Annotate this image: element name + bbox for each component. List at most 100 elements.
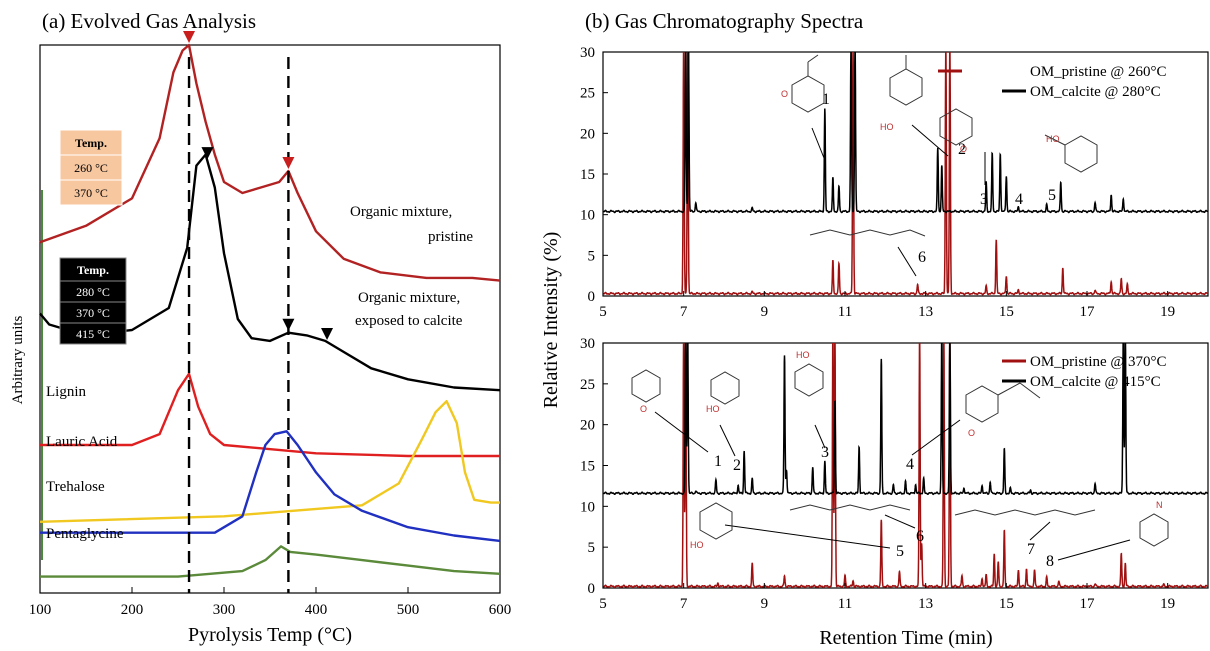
label-organic-calcite-2: exposed to calcite — [355, 313, 463, 329]
peak-label: 4 — [1015, 191, 1023, 208]
ega-peak-marker — [321, 328, 334, 341]
ega-series-line — [40, 372, 500, 458]
ega-peak-marker — [183, 31, 196, 43]
temp-table-pristine: Temp. 260 °C 370 °C — [59, 129, 123, 206]
y-tick-label: 0 — [588, 581, 596, 597]
panel-b-title: (b) Gas Chromatography Spectra — [585, 9, 864, 33]
peak-label: 2 — [958, 141, 966, 158]
svg-text:HO: HO — [796, 350, 810, 360]
x-tick-label: 17 — [1080, 596, 1096, 612]
x-tick-label: 7 — [680, 304, 688, 320]
peak-label: 6 — [916, 528, 924, 545]
x-tick-label: 9 — [761, 596, 769, 612]
temp-table-pristine-header: Temp. — [75, 136, 107, 150]
peak-label: 7 — [1027, 541, 1035, 558]
peak-label: 4 — [906, 456, 914, 473]
y-tick-label: 30 — [580, 45, 595, 61]
y-tick-label: 25 — [580, 377, 595, 393]
legend-top-pristine: OM_pristine @ 260°C — [1030, 64, 1166, 80]
y-tick-label: 10 — [580, 208, 595, 224]
peak-leader-lines — [654, 124, 1131, 561]
ega-series-line — [39, 153, 501, 392]
y-tick-label: 0 — [588, 289, 596, 305]
y-tick-label: 5 — [588, 540, 596, 556]
label-lauric-acid: Lauric Acid — [46, 434, 118, 450]
ega-peak-marker — [282, 318, 295, 331]
temp-table-pristine-row: 260 °C — [74, 161, 108, 175]
x-tick-label: 19 — [1160, 304, 1175, 320]
ega-peak-marker — [201, 147, 214, 160]
y-tick-label: 15 — [580, 459, 595, 475]
y-tick-label: 5 — [588, 248, 596, 264]
x-tick-label: 400 — [305, 602, 328, 618]
panel-b-x-axis-label: Retention Time (min) — [819, 627, 992, 649]
label-organic-calcite-1: Organic mixture, — [358, 290, 460, 306]
x-tick-label: 100 — [29, 602, 52, 618]
legend-bottom: OM_pristine @ 370°C OM_calcite @ 415°C — [1002, 354, 1166, 390]
ega-series-line — [40, 430, 501, 543]
svg-text:O: O — [781, 89, 788, 99]
peak-label: 1 — [714, 453, 722, 470]
label-trehalose: Trehalose — [46, 479, 105, 495]
x-tick-label: 11 — [838, 304, 852, 320]
x-tick-label: 500 — [397, 602, 420, 618]
ega-peak-marker — [282, 157, 295, 170]
panel-b-y-axis-label: Relative Intensity (%) — [540, 232, 562, 409]
label-pentaglycine: Pentaglycine — [46, 526, 124, 542]
x-tick-label: 11 — [838, 596, 852, 612]
peak-label: 2 — [733, 457, 741, 474]
x-tick-label: 5 — [599, 596, 607, 612]
y-tick-label: 10 — [580, 499, 595, 515]
panel-a-y-axis-label: Arbitrary units — [10, 315, 26, 404]
legend-top: OM_pristine @ 260°C OM_calcite @ 280°C — [938, 64, 1166, 100]
temp-table-calcite-row: 415 °C — [76, 327, 110, 341]
x-tick-label: 13 — [918, 596, 933, 612]
peak-label: 3 — [980, 191, 988, 208]
gc-series-line — [603, 52, 1208, 296]
x-tick-label: 15 — [999, 596, 1014, 612]
svg-text:HO: HO — [690, 540, 704, 550]
svg-text:O: O — [968, 428, 975, 438]
x-tick-label: 13 — [918, 304, 933, 320]
molecule-structures — [631, 54, 1169, 547]
peak-label: 3 — [821, 444, 829, 461]
ega-series-line — [40, 545, 501, 578]
y-tick-label: 20 — [580, 126, 595, 142]
temp-table-calcite-header: Temp. — [77, 263, 109, 277]
ega-series-line — [39, 43, 501, 282]
x-tick-label: 7 — [680, 596, 688, 612]
panel-a-title: (a) Evolved Gas Analysis — [42, 9, 256, 33]
gc-series-line — [603, 343, 1208, 496]
y-tick-label: 20 — [580, 418, 595, 434]
y-tick-label: 25 — [580, 86, 595, 102]
legend-top-calcite: OM_calcite @ 280°C — [1030, 84, 1161, 100]
x-tick-label: 300 — [213, 602, 236, 618]
panel-a-plot-frame — [39, 44, 501, 594]
x-tick-label: 600 — [489, 602, 512, 618]
peak-label: 8 — [1046, 553, 1054, 570]
x-tick-label: 17 — [1080, 304, 1096, 320]
label-lignin: Lignin — [46, 384, 86, 400]
x-tick-label: 200 — [121, 602, 144, 618]
label-organic-pristine-2: pristine — [428, 229, 473, 245]
temp-table-calcite: Temp. 280 °C 370 °C 415 °C — [59, 257, 127, 345]
legend-bottom-calcite: OM_calcite @ 415°C — [1030, 374, 1161, 390]
panel-a-x-axis-label: Pyrolysis Temp (°C) — [188, 624, 352, 646]
svg-text:HO: HO — [706, 404, 720, 414]
label-organic-pristine-1: Organic mixture, — [350, 204, 452, 220]
svg-text:HO: HO — [880, 122, 894, 132]
svg-text:O: O — [960, 144, 967, 154]
y-tick-label: 30 — [580, 336, 595, 352]
x-tick-label: 19 — [1160, 596, 1175, 612]
y-tick-label: 15 — [580, 167, 595, 183]
svg-text:HO: HO — [1046, 134, 1060, 144]
gc-series-line — [603, 343, 1208, 588]
molecule-atom-labels: O HO O HO O HO HO O HO N — [640, 89, 1163, 550]
peak-label: 6 — [918, 249, 926, 266]
temp-table-calcite-row: 370 °C — [76, 306, 110, 320]
temp-table-pristine-row: 370 °C — [74, 186, 108, 200]
temp-table-calcite-row: 280 °C — [76, 285, 110, 299]
gc-series-line — [603, 52, 1208, 214]
peak-label: 1 — [822, 91, 830, 108]
